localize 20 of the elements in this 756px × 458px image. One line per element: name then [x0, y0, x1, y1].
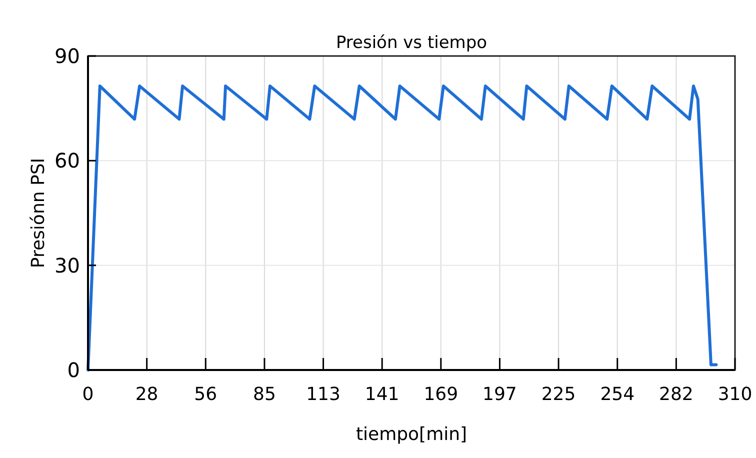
x-tick-label: 0 [82, 384, 94, 405]
y-axis-title: Presiónn PSI [28, 158, 49, 268]
x-tick-label: 56 [194, 384, 218, 405]
x-tick-label: 28 [135, 384, 158, 405]
chart-title: Presión vs tiempo [336, 33, 488, 53]
line-series [86, 84, 718, 372]
x-tick-label: 169 [424, 384, 458, 405]
x-axis-title: tiempo[min] [356, 424, 468, 445]
y-tick-label: 0 [67, 358, 80, 382]
y-tick-label: 60 [54, 148, 80, 173]
x-tick-label: 141 [364, 384, 400, 405]
x-tick-label: 113 [306, 384, 340, 405]
x-tick-label: 225 [541, 384, 576, 405]
y-tick-label: 90 [54, 44, 80, 68]
y-tick-label: 30 [54, 253, 80, 278]
x-tick-label: 85 [253, 384, 276, 405]
x-tick-label: 310 [718, 384, 752, 405]
x-tick-label: 197 [482, 384, 517, 405]
x-tick-label: 254 [600, 384, 635, 405]
x-tick-label: 282 [659, 384, 694, 405]
